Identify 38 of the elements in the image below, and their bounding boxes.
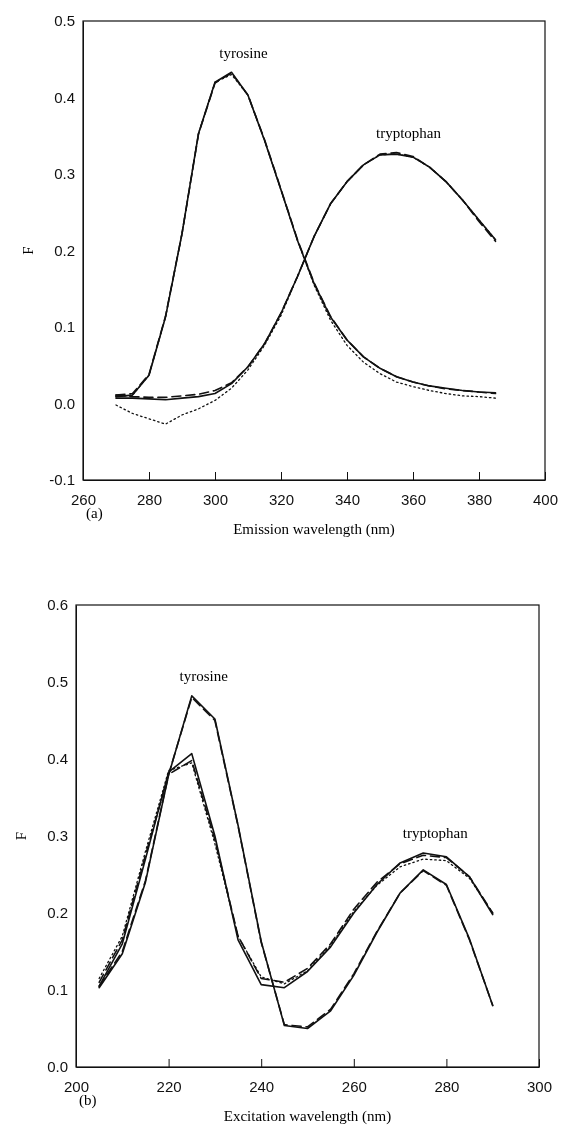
x-tick-label: 340 — [334, 490, 361, 508]
x-axis-title: Emission wavelength (nm) — [233, 521, 395, 538]
annotation: tyrosine — [179, 668, 229, 685]
y-tick-label: 0.3 — [47, 827, 68, 845]
y-tick-label: 0.5 — [54, 12, 75, 30]
x-tick-label: 300 — [202, 490, 229, 508]
y-tick-label: 0.2 — [47, 904, 68, 922]
y-tick-label: 0.0 — [47, 1058, 68, 1076]
text: (a) — [86, 505, 103, 522]
x-tick-label: 260 — [341, 1077, 367, 1095]
y-tick-label: -0.1 — [49, 471, 75, 489]
y-axis-title: F — [13, 831, 29, 841]
x-tick-label: 280 — [136, 490, 163, 508]
y-tick-label: 0.5 — [47, 673, 68, 691]
y-tick-label: 0.2 — [54, 241, 75, 259]
annotation: tryptophan — [376, 125, 442, 142]
y-tick-label: 0.3 — [54, 165, 75, 183]
x-tick-label: 200 — [63, 1077, 90, 1095]
x-tick-label: 300 — [526, 1077, 553, 1095]
annotation: tyrosine — [219, 44, 268, 61]
x-tick-label: 400 — [532, 490, 559, 508]
x-axis-title: Excitation wavelength (nm) — [223, 1108, 392, 1125]
x-tick-label: 240 — [249, 1077, 275, 1095]
text: (b) — [79, 1092, 97, 1109]
x-tick-label: 220 — [156, 1077, 182, 1095]
y-tick-label: 0.0 — [54, 394, 75, 412]
y-tick-label: 0.1 — [54, 318, 75, 336]
x-tick-label: 380 — [466, 490, 493, 508]
x-tick-label: 360 — [400, 490, 427, 508]
y-tick-label: 0.1 — [47, 981, 68, 999]
y-tick-label: 0.4 — [47, 750, 68, 768]
x-tick-label: 260 — [70, 490, 97, 508]
x-tick-label: 280 — [434, 1077, 460, 1095]
x-tick-label: 320 — [268, 490, 295, 508]
y-axis-title: F — [20, 246, 36, 255]
annotation: tryptophan — [402, 825, 469, 842]
y-tick-label: 0.6 — [47, 596, 68, 614]
y-tick-label: 0.4 — [54, 88, 75, 106]
